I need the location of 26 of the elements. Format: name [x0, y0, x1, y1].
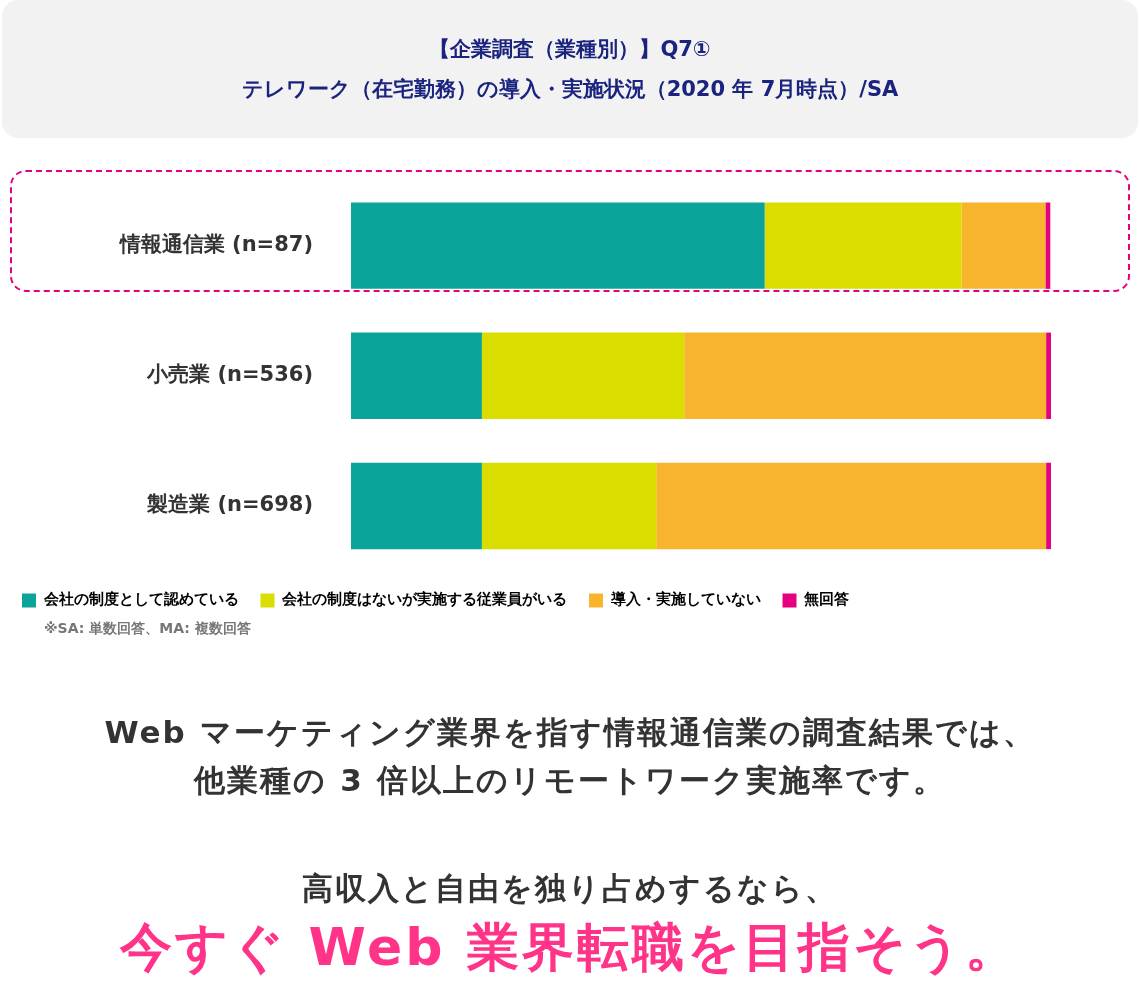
- text: 高収入と自由を独り占めするなら、: [301, 869, 839, 908]
- legend-label: 会社の制度として認めている: [42, 590, 239, 609]
- bar: [656, 462, 1047, 550]
- legend-label: 導入・実施していない: [609, 590, 761, 609]
- bar: [351, 332, 482, 419]
- y-tick-label: 製造業 (n=698): [146, 492, 313, 517]
- text: Web マーケティング業界を指す情報通信業の調査結果では、: [103, 713, 1037, 752]
- chart-subtitle: テレワーク（在宅勤務）の導入・実施状況（2020 年 7月時点）/SA: [241, 76, 899, 103]
- bar: [351, 462, 482, 550]
- bar: [481, 332, 685, 419]
- chart-title: 【企業調査（業種別）】Q7①: [429, 36, 711, 63]
- bar: [764, 202, 962, 289]
- y-tick-label: 情報通信業 (n=87): [117, 232, 313, 257]
- text: 今すぐ Web 業界転職を目指そう。: [119, 916, 1021, 979]
- y-tick-label: 小売業 (n=536): [146, 362, 313, 387]
- bar: [481, 462, 657, 550]
- bar: [684, 332, 1047, 419]
- text: ※SA: 単数回答、MA: 複数回答: [44, 620, 252, 638]
- legend-label: 無回答: [803, 590, 849, 609]
- bar: [1045, 202, 1051, 289]
- bar: [351, 202, 765, 289]
- text: 他業種の 3 倍以上のリモートワーク実施率です。: [192, 761, 947, 800]
- legend-label: 会社の制度はないが実施する従業員がいる: [281, 590, 567, 609]
- bar: [1046, 332, 1051, 419]
- bar: [961, 202, 1046, 289]
- bar: [1046, 462, 1051, 550]
